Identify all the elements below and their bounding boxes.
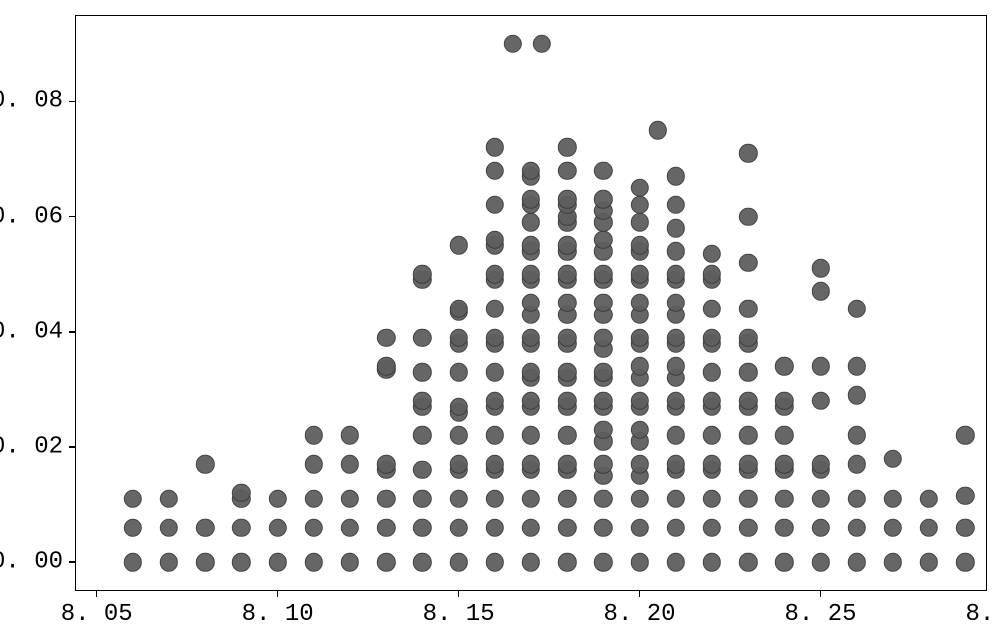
x-tick-mark [820,591,822,597]
x-tick-label: 8. 05 [61,601,133,628]
x-tick-mark [96,591,98,597]
x-tick-label: 8. 30 [965,601,1000,628]
x-tick-mark [277,591,279,597]
y-tick-label: 0. 06 [0,203,63,230]
y-tick-mark [69,216,75,218]
y-tick-label: 0. 02 [0,434,63,461]
x-tick-label: 8. 15 [423,601,495,628]
y-tick-label: 0. 00 [0,549,63,576]
y-tick-mark [69,101,75,103]
y-tick-mark [69,561,75,563]
x-tick-label: 8. 20 [604,601,676,628]
x-tick-label: 8. 10 [242,601,314,628]
scatter-chart: 0. 00 0. 02 0. 04 0. 06 0. 08 8. 05 8. 10 8. 15… [0,0,1000,644]
x-tick-mark [458,591,460,597]
y-tick-label: 0. 04 [0,318,63,345]
x-tick-mark [639,591,641,597]
y-tick-mark [69,446,75,448]
x-tick-label: 8. 25 [785,601,857,628]
y-tick-label: 0. 08 [0,88,63,115]
y-tick-mark [69,331,75,333]
